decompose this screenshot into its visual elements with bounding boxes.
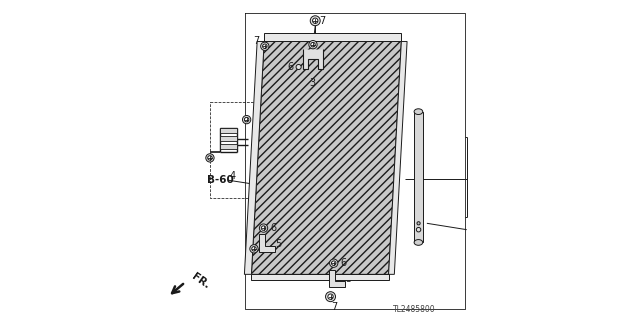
Circle shape	[259, 224, 268, 232]
Text: TL2485800: TL2485800	[394, 305, 436, 314]
Ellipse shape	[414, 240, 422, 245]
Text: 7: 7	[331, 302, 337, 312]
Circle shape	[312, 18, 318, 23]
Text: 7: 7	[319, 16, 325, 26]
Circle shape	[326, 292, 335, 302]
Polygon shape	[259, 234, 275, 252]
Polygon shape	[388, 41, 407, 274]
Circle shape	[309, 41, 317, 49]
Text: 6: 6	[288, 62, 294, 72]
Circle shape	[252, 247, 256, 251]
Text: 4: 4	[229, 171, 236, 181]
Circle shape	[332, 261, 336, 265]
Bar	[220, 136, 237, 141]
Circle shape	[244, 117, 249, 122]
Circle shape	[330, 259, 338, 267]
Circle shape	[261, 226, 266, 230]
Circle shape	[417, 227, 421, 232]
Polygon shape	[303, 49, 323, 69]
Bar	[220, 144, 237, 149]
Circle shape	[296, 64, 301, 70]
Text: B-60: B-60	[207, 175, 234, 185]
Circle shape	[208, 156, 212, 160]
Circle shape	[311, 42, 316, 47]
Polygon shape	[244, 41, 264, 274]
Circle shape	[262, 44, 267, 48]
Text: FR.: FR.	[190, 271, 212, 290]
Polygon shape	[329, 270, 345, 287]
Polygon shape	[264, 33, 401, 41]
Circle shape	[250, 245, 258, 253]
Circle shape	[260, 42, 269, 50]
Ellipse shape	[414, 109, 422, 115]
Text: 7: 7	[253, 35, 259, 46]
Circle shape	[328, 294, 333, 299]
Circle shape	[243, 115, 251, 124]
Polygon shape	[252, 274, 388, 280]
Bar	[414, 112, 422, 242]
Text: 7: 7	[248, 254, 254, 263]
Text: 5: 5	[275, 239, 282, 249]
Text: 3: 3	[310, 78, 316, 88]
Bar	[220, 128, 237, 133]
Text: 6: 6	[340, 258, 346, 268]
Text: 5: 5	[346, 274, 352, 284]
Polygon shape	[252, 41, 401, 274]
Text: 6: 6	[270, 223, 276, 233]
Circle shape	[417, 222, 420, 225]
Circle shape	[206, 154, 214, 162]
Circle shape	[310, 16, 320, 26]
